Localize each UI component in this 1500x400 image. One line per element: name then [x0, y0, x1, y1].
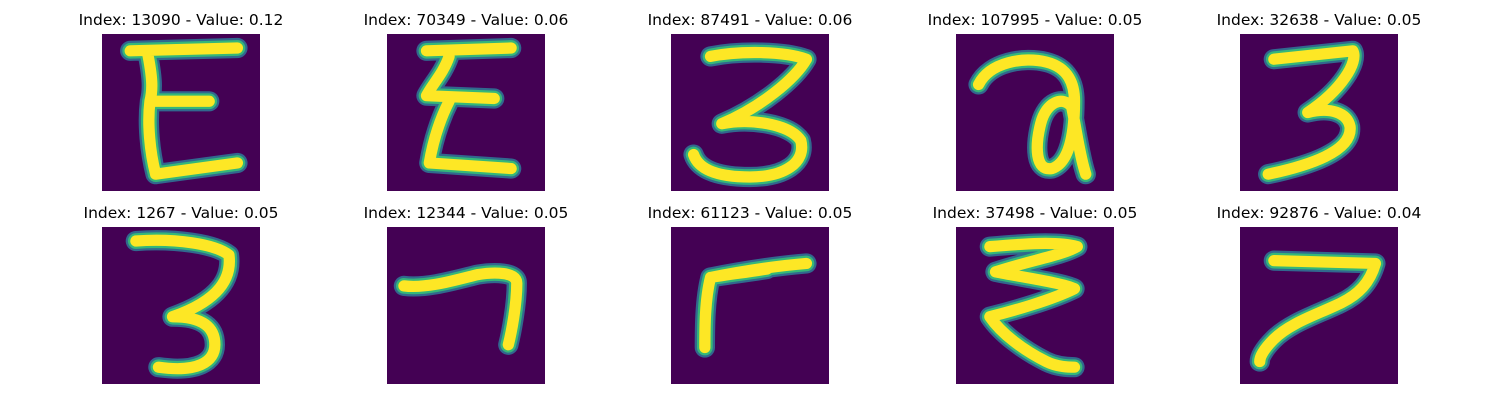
digit-stroke-layer	[420, 42, 517, 175]
panel-title: Index: 87491 - Value: 0.06	[647, 11, 853, 29]
digit-image	[387, 34, 545, 191]
digit-stroke-layer	[1254, 255, 1382, 368]
panel-title: Index: 92876 - Value: 0.04	[1216, 204, 1422, 222]
digit-image	[671, 34, 829, 191]
digit-stroke-layer	[972, 54, 1092, 180]
digit-stroke	[979, 233, 1088, 378]
panel-title: Index: 37498 - Value: 0.05	[932, 204, 1138, 222]
digit-stroke-layer	[398, 267, 523, 351]
digit-stroke-layer	[687, 46, 813, 183]
digit-image	[956, 34, 1114, 191]
digit-stroke	[125, 230, 240, 379]
digit-stroke	[683, 42, 817, 188]
digit-stroke	[1258, 40, 1365, 185]
panel-title: Index: 1267 - Value: 0.05	[83, 204, 279, 222]
digit-stroke	[393, 263, 527, 355]
panel-title: Index: 61123 - Value: 0.05	[647, 204, 853, 222]
digit-stroke-layer	[699, 257, 813, 354]
digit-stroke-layer	[124, 42, 244, 180]
digit-image	[1240, 34, 1398, 191]
digit-image	[102, 34, 260, 191]
digit-image	[102, 227, 260, 384]
image-background	[671, 227, 829, 384]
digit-image	[671, 227, 829, 384]
digit-stroke-layer	[1262, 45, 1360, 180]
digit-stroke	[120, 37, 248, 185]
digit-stroke-layer	[130, 234, 235, 375]
digit-image	[956, 227, 1114, 384]
digit-stroke	[968, 49, 1096, 185]
digit-stroke	[694, 253, 817, 358]
digit-image	[387, 227, 545, 384]
panel-title: Index: 107995 - Value: 0.05	[927, 11, 1143, 29]
panel-title: Index: 32638 - Value: 0.05	[1216, 11, 1422, 29]
digit-image	[1240, 227, 1398, 384]
panel-title: Index: 12344 - Value: 0.05	[363, 204, 569, 222]
panel-title: Index: 70349 - Value: 0.06	[363, 11, 569, 29]
digit-stroke	[416, 37, 522, 179]
panel-title: Index: 13090 - Value: 0.12	[78, 11, 284, 29]
digit-stroke-layer	[984, 237, 1083, 373]
digit-stroke	[1249, 250, 1386, 372]
